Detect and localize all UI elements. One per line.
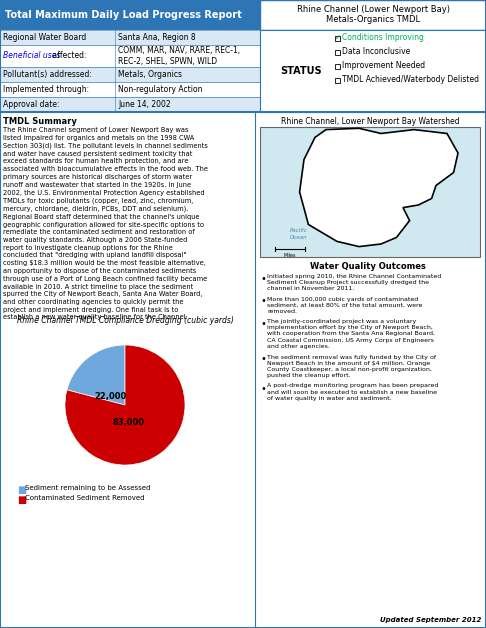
Bar (335, 63, 340, 68)
Text: TMDL Summary: TMDL Summary (3, 117, 77, 126)
Text: •: • (260, 296, 266, 306)
Text: Miles: Miles (284, 253, 296, 258)
Text: ■: ■ (17, 495, 26, 505)
Text: TMDL Achieved/Waterbody Delisted: TMDL Achieved/Waterbody Delisted (342, 75, 479, 85)
Bar (335, 36, 340, 40)
Polygon shape (299, 128, 458, 247)
Text: The Rhine Channel segment of Lower Newport Bay was
listed impaired for organics : The Rhine Channel segment of Lower Newpo… (3, 127, 208, 320)
Bar (335, 77, 340, 82)
Text: Contaminated Sediment Removed: Contaminated Sediment Removed (25, 495, 144, 501)
Bar (260, 127, 480, 257)
Text: COMM, MAR, NAV, RARE, REC-1,
REC-2, SHEL, SPWN, WILD: COMM, MAR, NAV, RARE, REC-1, REC-2, SHEL… (118, 46, 240, 66)
Text: The jointly-coordinated project was a voluntary
implementation effort by the Cit: The jointly-coordinated project was a vo… (267, 319, 435, 349)
Text: Initiated spring 2010, the Rhine Channel Contaminated
Sediment Cleanup Project s: Initiated spring 2010, the Rhine Channel… (267, 274, 441, 291)
Text: Beneficial uses: Beneficial uses (3, 51, 60, 60)
Text: Rhine Channel (Lower Newport Bay): Rhine Channel (Lower Newport Bay) (296, 6, 450, 14)
Text: ■: ■ (17, 485, 26, 495)
Text: •: • (260, 354, 266, 364)
Text: A post-dredge monitoring program has been prepared
and will soon be executed to : A post-dredge monitoring program has bee… (267, 384, 438, 401)
Text: Metals, Organics: Metals, Organics (118, 70, 182, 79)
Text: ✓: ✓ (334, 35, 340, 41)
Text: Data Inconclusive: Data Inconclusive (342, 48, 410, 57)
Text: affected:: affected: (50, 51, 87, 60)
Text: 22,000: 22,000 (94, 391, 126, 401)
Text: Approval date:: Approval date: (3, 100, 59, 109)
Text: •: • (260, 319, 266, 329)
Text: Metals-Organics TMDL: Metals-Organics TMDL (326, 16, 420, 24)
Text: More than 100,000 cubic yards of contaminated
sediment, at least 80% of the tota: More than 100,000 cubic yards of contami… (267, 296, 422, 314)
Bar (260, 0, 486, 30)
Text: The sediment removal was fully funded by the City of
Newport Beach in the amount: The sediment removal was fully funded by… (267, 354, 436, 378)
Text: STATUS: STATUS (280, 66, 322, 76)
Bar (0, 45, 260, 67)
Text: Total Maximum Daily Load Progress Report: Total Maximum Daily Load Progress Report (5, 10, 242, 20)
Text: Rhine Channel TMDL Compliance Dredging (cubic yards): Rhine Channel TMDL Compliance Dredging (… (17, 316, 233, 325)
Bar (0, 97, 260, 112)
Text: June 14, 2002: June 14, 2002 (118, 100, 171, 109)
Text: Pacific: Pacific (290, 228, 308, 233)
Text: Regional Water Board: Regional Water Board (3, 33, 86, 42)
Text: 83,000: 83,000 (112, 418, 144, 428)
Text: Improvement Needed: Improvement Needed (342, 62, 425, 70)
Text: •: • (260, 384, 266, 394)
Bar (260, 30, 486, 112)
Text: Pollutant(s) addressed:: Pollutant(s) addressed: (3, 70, 92, 79)
Text: •: • (260, 274, 266, 284)
Wedge shape (67, 345, 125, 405)
Bar (0, 30, 260, 45)
Wedge shape (65, 345, 185, 465)
Bar (0, 0, 260, 30)
Bar (0, 67, 260, 82)
Text: Ocean: Ocean (290, 235, 308, 240)
Bar (335, 50, 340, 55)
Text: Water Quality Outcomes: Water Quality Outcomes (310, 262, 426, 271)
Text: Rhine Channel, Lower Newport Bay Watershed: Rhine Channel, Lower Newport Bay Watersh… (281, 117, 459, 126)
Text: Sediment remaining to be Assessed: Sediment remaining to be Assessed (25, 485, 150, 491)
Text: Updated September 2012: Updated September 2012 (380, 617, 481, 623)
Text: Conditions Improving: Conditions Improving (342, 33, 424, 43)
Text: Santa Ana, Region 8: Santa Ana, Region 8 (118, 33, 196, 42)
Text: Non-regulatory Action: Non-regulatory Action (118, 85, 203, 94)
Bar (0, 82, 260, 97)
Text: Implemented through:: Implemented through: (3, 85, 89, 94)
